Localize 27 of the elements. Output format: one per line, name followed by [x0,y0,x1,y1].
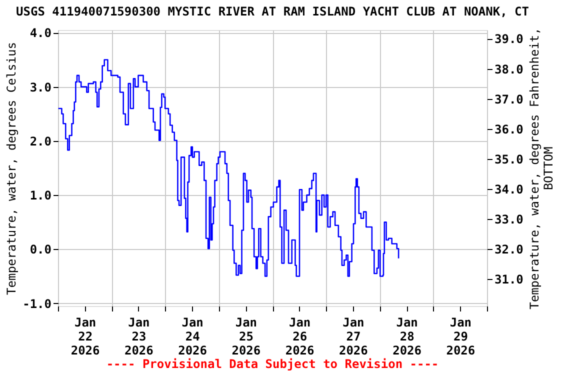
y-tick-label: 1.0 [30,188,52,203]
y-tick-label: 0.0 [30,242,52,257]
x-tick-label: Jan 29 2026 [446,316,476,358]
text: ---- Provisional Data Subject to Revision ---- [106,357,439,371]
y-tick-label: 3.0 [30,80,52,94]
y2-axis-title: Temperature, water, degrees Fahrenheit, BOTTOM [527,28,556,310]
y2-tick-label: 36.0 [494,122,524,136]
x-tick-label: Jan 24 2026 [178,316,208,358]
y2-tick-label: 39.0 [494,32,524,46]
y-tick-label: 4.0 [30,26,52,40]
x-tick-label: Jan 25 2026 [232,316,261,358]
y-tick-label: 2.0 [30,134,52,148]
x-tick-label: Jan 23 2026 [124,316,154,358]
x-tick-label: Jan 27 2026 [338,316,368,358]
y2-tick-label: 38.0 [494,62,524,76]
y2-tick-label: 35.0 [494,152,524,166]
y-axis-title: Temperature, water, degrees Celsius [4,42,19,295]
y2-tick-label: 34.0 [494,182,524,197]
x-tick-label: Jan 28 2026 [392,316,422,358]
y2-tick-label: 33.0 [494,212,524,227]
x-tick-label: Jan 26 2026 [285,316,314,358]
y2-tick-label: 32.0 [494,242,524,257]
y2-tick-label: 37.0 [494,92,524,106]
chart-title: USGS 411940071590300 MYSTIC RIVER AT RAM ISLAND YACHT CLUB AT NOANK, CT [16,4,529,19]
y-tick-label: -1.0 [22,296,52,311]
y2-tick-label: 31.0 [494,272,524,287]
x-tick-label: Jan 22 2026 [70,316,100,358]
